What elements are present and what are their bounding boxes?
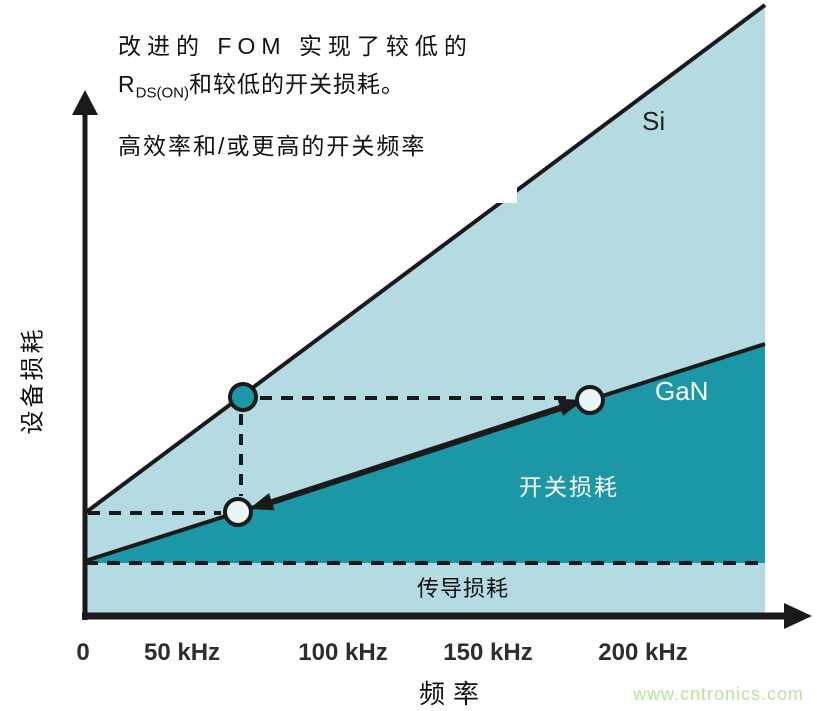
- rdson-subscript: DS(ON): [135, 84, 189, 102]
- switching-loss-label: 开关损耗: [519, 474, 619, 500]
- annotation-paragraph-2: 高效率和/或更高的开关频率: [118, 133, 427, 159]
- gan-same-loss-marker: [575, 385, 605, 415]
- frequency-shift-arrow-shaft: [265, 403, 567, 507]
- x-tick-100khz: 100 kHz: [298, 639, 388, 666]
- x-tick-150khz: 150 kHz: [443, 639, 533, 666]
- arrowhead-left-icon: [249, 493, 275, 511]
- annotation-line-2: RDS(ON)和较低的开关损耗。: [118, 71, 405, 102]
- x-axis-arrowhead-icon: [784, 603, 812, 629]
- si-series-label: Si: [642, 106, 666, 136]
- x-axis-title: 频率: [419, 679, 488, 709]
- annotation-background: [90, 6, 517, 203]
- gan-series-label: GaN: [655, 376, 709, 406]
- y-axis-arrowhead-icon: [72, 90, 98, 115]
- annotation-paragraph-1: 改进的 FOM 实现了较低的 RDS(ON)和较低的开关损耗。: [118, 30, 473, 110]
- watermark: www.cntronics.com: [633, 684, 805, 704]
- x-tick-200khz: 200 kHz: [598, 639, 688, 666]
- si-operating-point-marker: [228, 382, 258, 412]
- gan-same-frequency-marker: [223, 497, 253, 527]
- annotation-line-1: 改进的 FOM 实现了较低的: [118, 33, 473, 59]
- x-tick-50khz: 50 kHz: [143, 639, 221, 666]
- y-axis-title: 设备损耗: [19, 326, 47, 435]
- si-line: [83, 3, 767, 515]
- x-tick-0: 0: [76, 639, 90, 666]
- conduction-loss-label: 传导损耗: [417, 576, 510, 601]
